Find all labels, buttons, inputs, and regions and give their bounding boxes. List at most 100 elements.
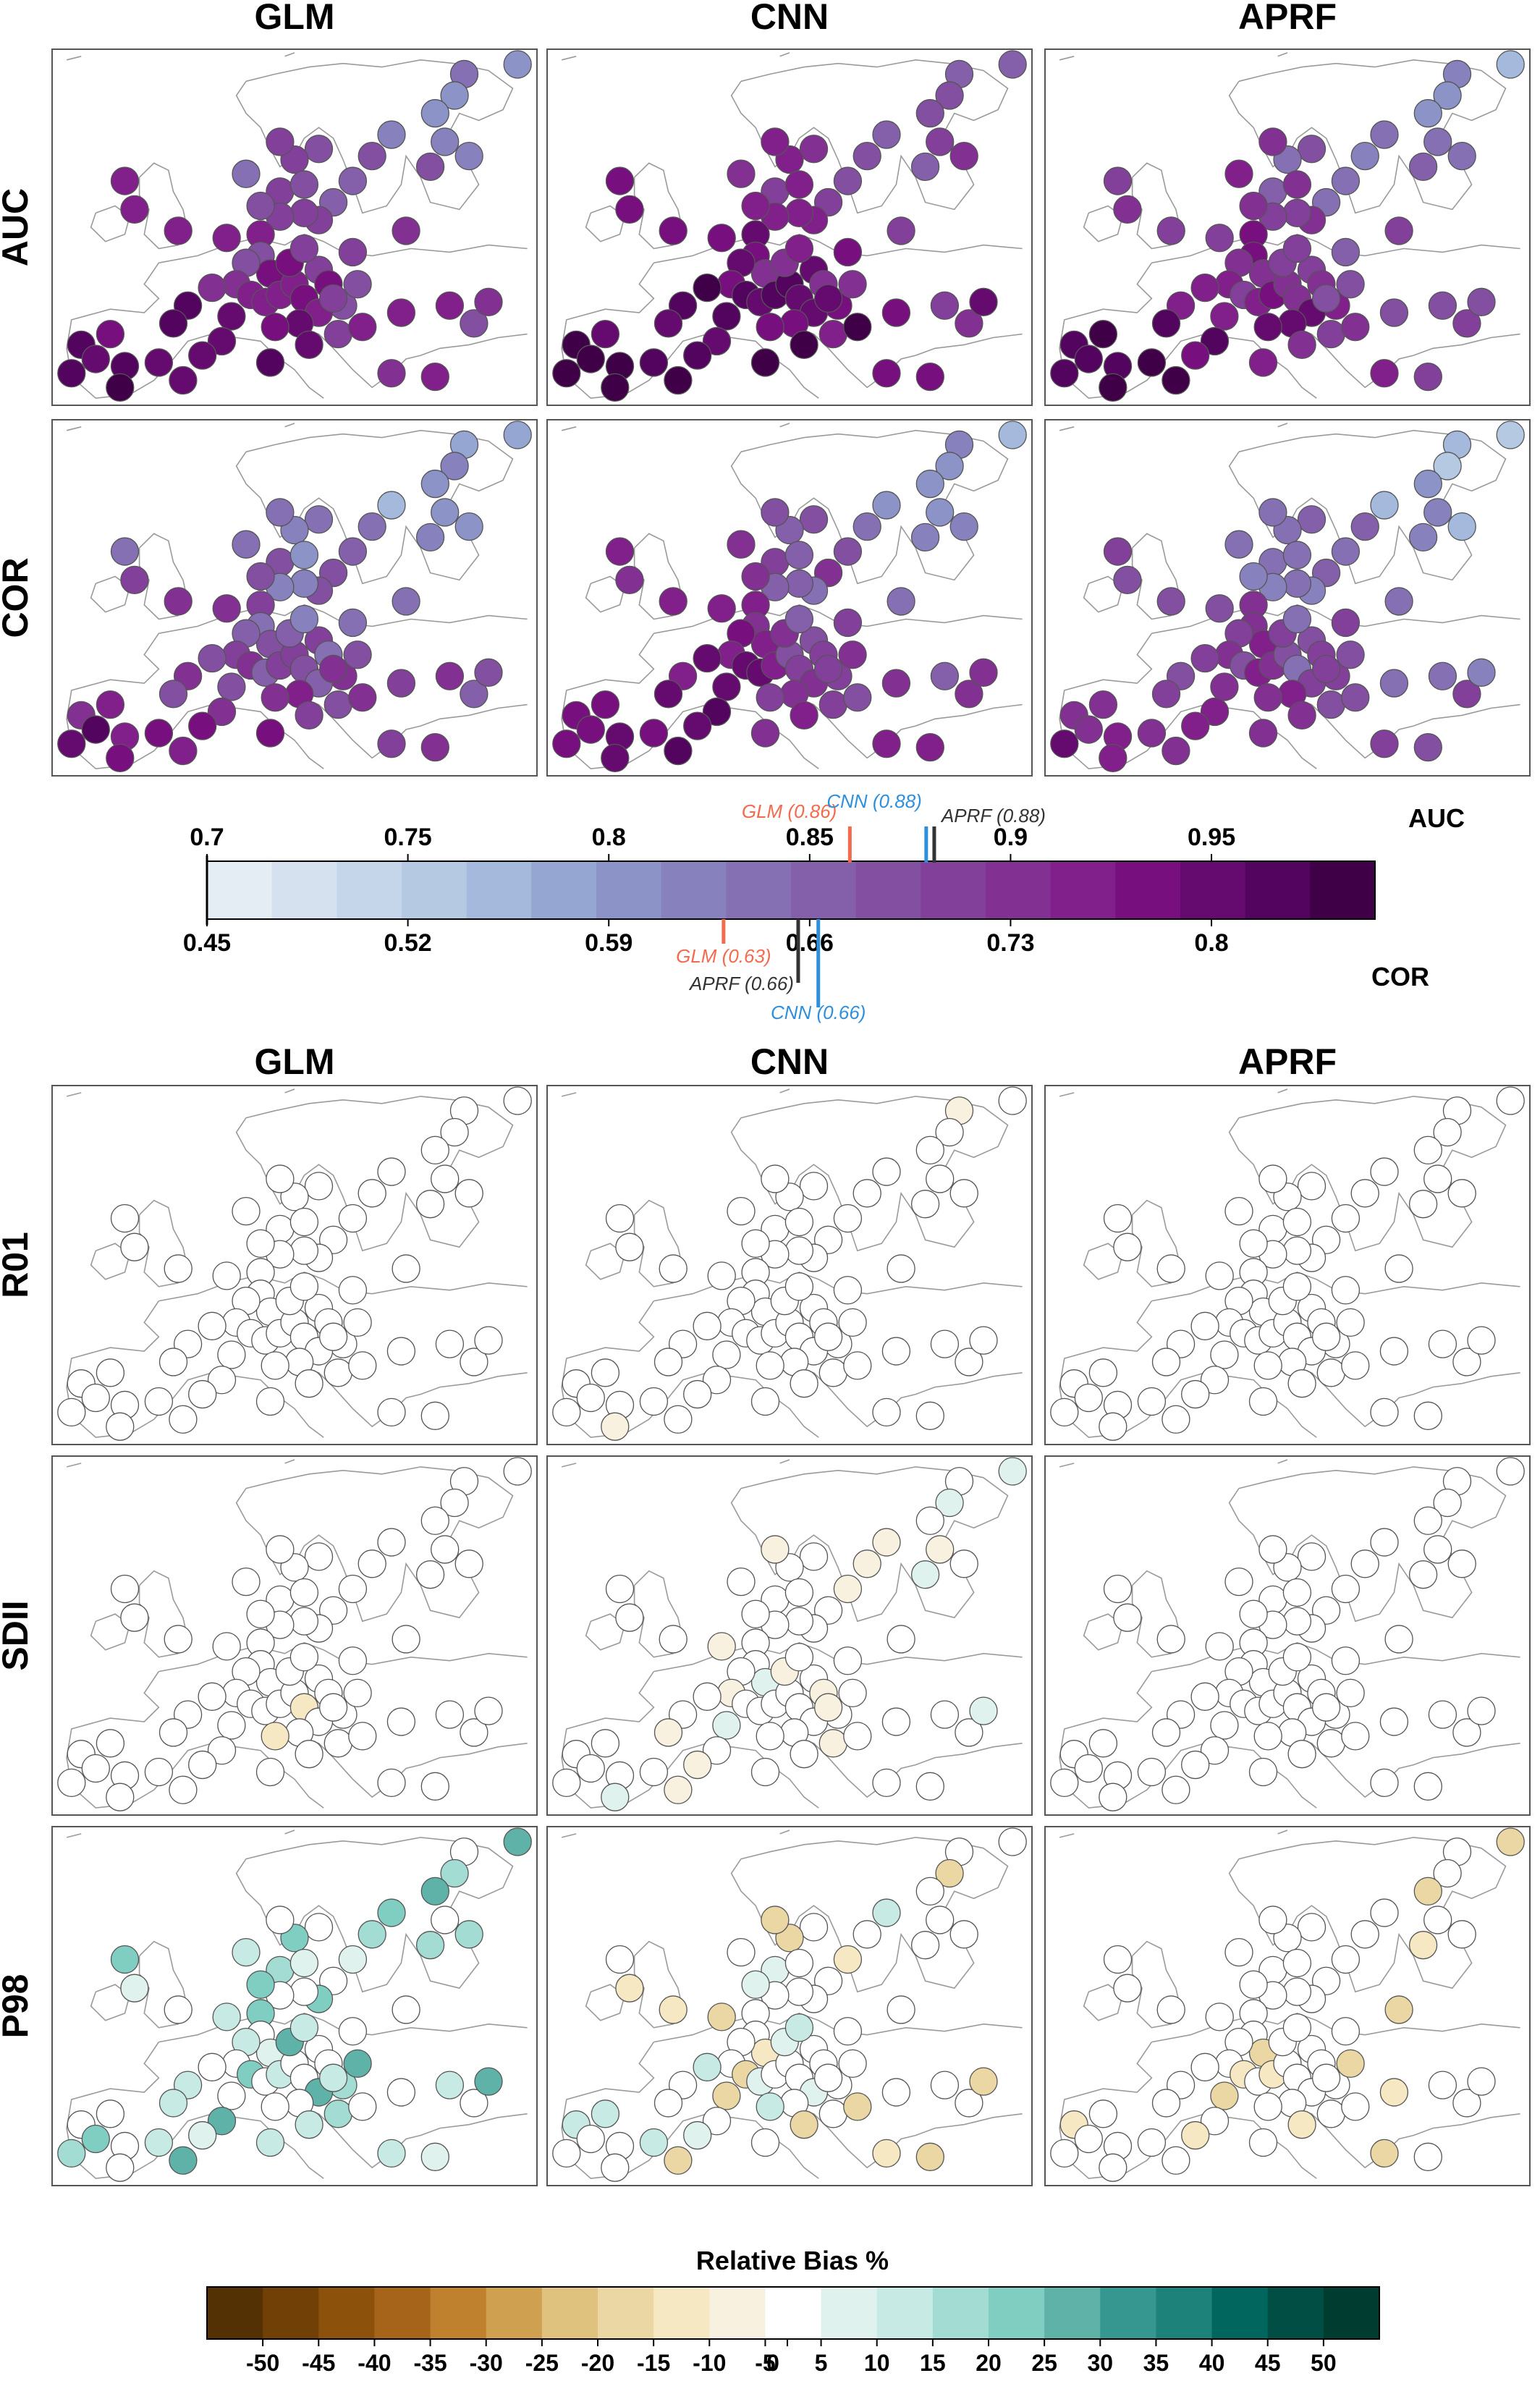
station-marker (601, 373, 630, 402)
auc-marker-label: APRF (0.88) (940, 805, 1046, 826)
station-marker (761, 127, 790, 156)
station-marker (289, 1948, 319, 1978)
station-marker (790, 1369, 818, 1398)
station-marker (881, 1337, 911, 1366)
station-marker (998, 1457, 1027, 1486)
station-marker (289, 1977, 319, 2006)
station-marker (1423, 1535, 1452, 1564)
station-marker (474, 1326, 503, 1355)
station-marker (323, 1358, 352, 1387)
station-marker (1099, 373, 1128, 402)
colorbar-swatch (1211, 2287, 1269, 2339)
station-marker (664, 2146, 693, 2175)
station-marker (289, 1578, 319, 1607)
coastline (1277, 1088, 1288, 1094)
station-marker (188, 711, 217, 740)
station-marker (659, 1995, 688, 2024)
station-marker (915, 98, 944, 128)
station-marker (1496, 50, 1525, 79)
colorbar-swatch (337, 861, 402, 919)
station-marker (1423, 1164, 1452, 1193)
cor-tick-label: 0.73 (986, 929, 1034, 957)
station-marker (615, 1974, 644, 2003)
station-marker (926, 1906, 955, 1934)
coastline (779, 423, 790, 428)
coastline (284, 1830, 295, 1835)
station-marker (872, 1528, 901, 1557)
station-marker (1336, 640, 1365, 669)
station-marker (653, 309, 683, 338)
station-marker (81, 715, 110, 744)
coastline (1277, 52, 1288, 57)
station-marker (576, 715, 605, 744)
station-marker (969, 287, 998, 316)
station-marker (1331, 166, 1361, 195)
station-marker (915, 469, 944, 499)
station-marker (741, 1229, 770, 1258)
colorbar-swatch (541, 2287, 598, 2339)
colorbar-swatch (855, 861, 921, 919)
station-marker (158, 1348, 188, 1376)
station-marker (144, 1387, 174, 1416)
coastline (1083, 1984, 1124, 2021)
cor-tick-label: 0.45 (183, 929, 231, 957)
station-marker (1113, 565, 1142, 595)
station-marker (1379, 1337, 1409, 1366)
auc-tick-label: 0.95 (1188, 824, 1235, 851)
map-r01-glm (51, 1085, 538, 1445)
map-auc-glm (51, 48, 538, 406)
station-marker (1452, 1718, 1481, 1747)
station-marker (664, 736, 693, 766)
station-marker (1162, 365, 1190, 395)
station-marker (813, 284, 843, 313)
station-marker (653, 680, 683, 709)
station-marker (1190, 273, 1219, 303)
station-marker (454, 141, 483, 171)
station-marker (1297, 1542, 1327, 1571)
station-marker (998, 1086, 1027, 1115)
station-marker (460, 309, 488, 338)
station-marker (1239, 562, 1268, 591)
station-marker (955, 1718, 983, 1747)
coastline (90, 205, 131, 242)
station-marker (1350, 1179, 1379, 1208)
station-marker (1099, 2153, 1128, 2182)
coastline (284, 1459, 295, 1464)
colorbar-swatch (709, 2287, 766, 2339)
station-marker (639, 1757, 669, 1787)
station-marker (266, 1164, 295, 1193)
station-marker (1413, 1135, 1442, 1164)
station-marker (1210, 2081, 1239, 2110)
map-cor-aprf (1044, 419, 1531, 777)
colorbar-swatch (1156, 2287, 1213, 2339)
colorbar-swatch (1050, 861, 1116, 919)
station-marker (454, 1549, 483, 1578)
station-marker (664, 1405, 693, 1434)
station-marker (659, 1254, 688, 1283)
auc-tick-label: 0.9 (994, 824, 1028, 851)
station-marker (756, 2092, 784, 2121)
station-marker (591, 319, 620, 349)
station-marker (843, 1351, 872, 1380)
station-marker (198, 1682, 227, 1711)
station-marker (1181, 711, 1210, 740)
station-marker (833, 537, 863, 566)
station-marker (784, 604, 814, 634)
station-marker (1258, 1535, 1287, 1564)
station-marker (289, 170, 319, 199)
station-marker (1137, 1757, 1167, 1787)
station-marker (460, 680, 488, 709)
station-marker (212, 224, 241, 253)
station-marker (1287, 1369, 1316, 1398)
station-marker (727, 159, 756, 188)
station-marker (1103, 537, 1133, 566)
station-marker (304, 1172, 334, 1201)
station-marker (1428, 1329, 1458, 1358)
station-marker (217, 1340, 246, 1369)
station-marker (1413, 2142, 1442, 2171)
station-marker (1239, 191, 1268, 221)
station-marker (1408, 1931, 1438, 1960)
station-marker (838, 2049, 867, 2078)
station-marker (338, 537, 368, 566)
station-marker (1253, 313, 1282, 342)
